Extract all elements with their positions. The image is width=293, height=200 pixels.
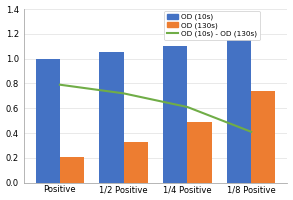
Legend: OD (10s), OD (130s), OD (10s) - OD (130s): OD (10s), OD (130s), OD (10s) - OD (130s… [164, 11, 260, 40]
Bar [251, 91, 275, 183]
Bar [163, 46, 188, 183]
Bar [188, 122, 212, 183]
Bar [60, 157, 84, 183]
Bar [36, 59, 60, 183]
Bar [124, 142, 148, 183]
Bar [227, 40, 251, 183]
Bar [99, 52, 124, 183]
